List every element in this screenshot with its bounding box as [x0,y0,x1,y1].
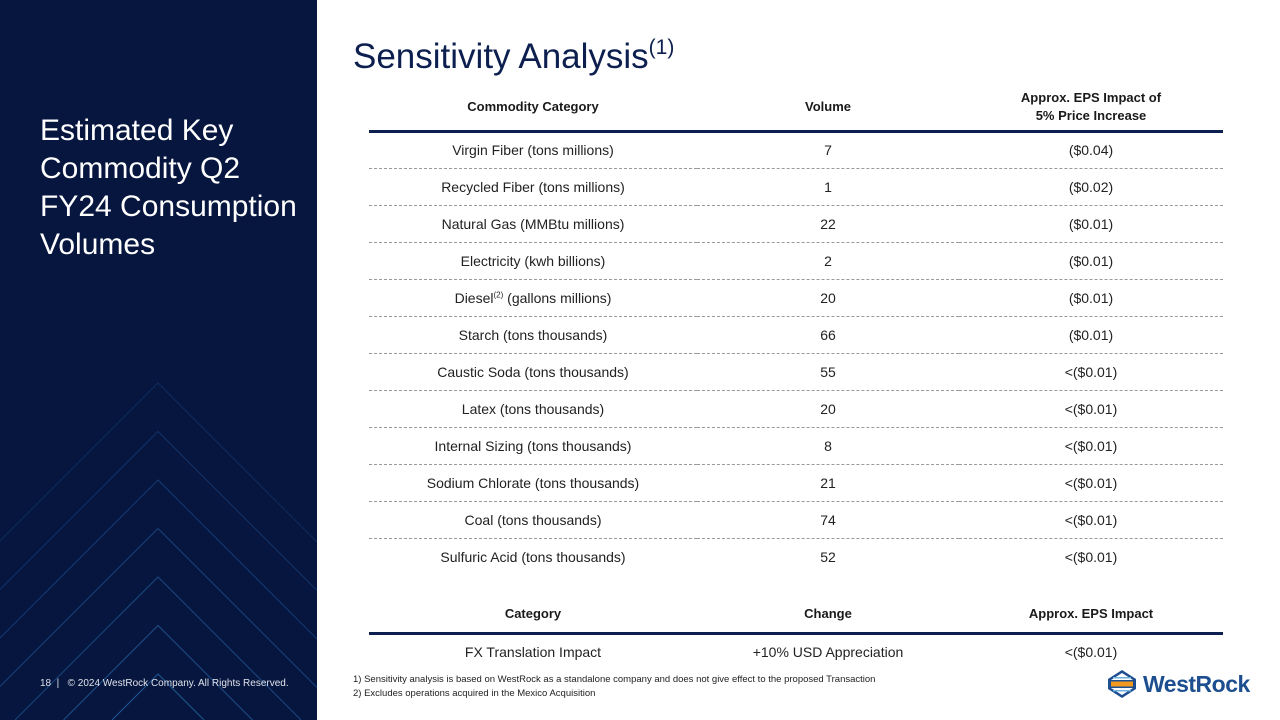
table-row: Natural Gas (MMBtu millions) 22 ($0.01) [369,205,1223,243]
table-row: Latex (tons thousands) 20 <($0.01) [369,390,1223,428]
footer: 18 | © 2024 WestRock Company. All Rights… [40,678,289,689]
table-row: Caustic Soda (tons thousands) 55 <($0.01) [369,353,1223,391]
logo-mark-icon [1108,670,1136,698]
category-suffix: (gallons millions) [503,289,612,306]
cell-volume: 21 [697,464,959,502]
category-text: Internal Sizing (tons thousands) [434,437,632,454]
cell-category: Caustic Soda (tons thousands) [369,353,697,391]
cell-category: FX Translation Impact [464,644,602,661]
table-row: Sulfuric Acid (tons thousands) 52 <($0.01) [369,538,1223,575]
category-text: Diesel [454,289,494,306]
table-row: Electricity (kwh billions) 2 ($0.01) [369,242,1223,280]
cell-impact: <($0.01) [1064,644,1118,661]
cell-volume: 22 [697,205,959,243]
cell-impact: <($0.01) [959,501,1223,539]
chevron-line [63,624,253,720]
cell-category: Recycled Fiber (tons millions) [369,168,697,206]
cell-category: Coal (tons thousands) [369,501,697,539]
cell-category: Internal Sizing (tons thousands) [369,427,697,465]
table-row: Diesel(2) (gallons millions) 20 ($0.01) [369,279,1223,317]
section-title: Estimated Key Commodity Q2 FY24 Consumpt… [40,114,297,261]
category-text: Sodium Chlorate (tons thousands) [426,474,640,491]
table-row: Sodium Chlorate (tons thousands) 21 <($0.0… [369,464,1223,502]
sidebar-panel: Estimated Key Commodity Q2 FY24 Consumpt… [0,0,317,720]
logo-text: WestRock [1143,670,1250,697]
header-line: Approx. EPS Impact of [1020,89,1162,105]
cell-category: Sulfuric Acid (tons thousands) [369,538,697,575]
cell-category: Starch (tons thousands) [369,316,697,354]
col-header-category: Commodity Category [369,84,697,133]
cell-volume: 7 [697,131,959,169]
cell-impact: ($0.01) [959,279,1223,317]
category-text: Coal (tons thousands) [464,511,602,528]
footnote: 2) Excludes operations acquired in the M… [353,688,596,699]
category-text: Natural Gas (MMBtu millions) [441,215,625,232]
col-header-change: Change [697,596,959,635]
cell-change: +10% USD Appreciation [752,644,904,661]
col-header-category: Category [369,596,697,635]
cell-category: Natural Gas (MMBtu millions) [369,205,697,243]
footnote-ref: (2) [493,289,504,299]
footnote: 1) Sensitivity analysis is based on West… [353,674,876,685]
copyright: © 2024 WestRock Company. All Rights Rese… [67,678,289,689]
chevron-pattern [0,382,317,720]
cell-volume: 52 [820,548,836,565]
category-text: Starch (tons thousands) [458,326,608,343]
chevron-line [14,576,302,720]
chevron-line [0,479,317,640]
cell-impact: ($0.01) [959,316,1223,354]
table-row: Recycled Fiber (tons millions) 1 ($0.02) [369,168,1223,206]
col-header-eps-impact: Approx. EPS Impact of 5% Price Increase [959,84,1223,133]
commodity-table: Commodity Category Volume Approx. EPS Im… [369,84,1223,575]
fx-table: Category Change Approx. EPS Impact FX Tr… [369,596,1223,670]
cell-impact: <($0.01) [959,390,1223,428]
col-header-volume: Volume [697,84,959,133]
chevron-line [111,673,205,720]
table-row: FX Translation Impact +10% USD Appreciat… [369,633,1223,670]
table-row: Virgin Fiber (tons millions) 7 ($0.04) [369,131,1223,169]
cell-volume: 8 [697,427,959,465]
cell-category: Sodium Chlorate (tons thousands) [369,464,697,502]
table-row: Starch (tons thousands) 66 ($0.01) [369,316,1223,354]
cell-category: Diesel(2) (gallons millions) [369,279,697,317]
cell-impact: ($0.02) [959,168,1223,206]
cell-volume: 55 [697,353,959,391]
category-text: Recycled Fiber (tons millions) [441,178,625,195]
title-text: Sensitivity Analysis [353,37,649,76]
page-title: Sensitivity Analysis(1) [353,36,674,77]
cell-category: Electricity (kwh billions) [369,242,697,280]
cell-volume: 74 [697,501,959,539]
cell-impact: <($0.01) [959,464,1223,502]
cell-volume: 20 [697,279,959,317]
cell-volume: 2 [697,242,959,280]
category-text: Electricity (kwh billions) [460,252,606,269]
cell-volume: 20 [697,390,959,428]
table-row: Coal (tons thousands) 74 <($0.01) [369,501,1223,539]
cell-volume: 1 [697,168,959,206]
cell-volume: 66 [697,316,959,354]
cell-impact: <($0.01) [1064,548,1118,565]
category-text: Latex (tons thousands) [461,400,605,417]
cell-impact: ($0.04) [959,131,1223,169]
cell-impact: <($0.01) [959,353,1223,391]
category-text: Caustic Soda (tons thousands) [437,363,629,380]
table-row: Internal Sizing (tons thousands) 8 <($0.01… [369,427,1223,465]
cell-impact: ($0.01) [959,205,1223,243]
chevron-line [0,430,317,591]
page-number: 18 [40,678,52,689]
westrock-logo: WestRock [1107,669,1250,699]
title-footnote-ref: (1) [648,36,675,59]
cell-category: Virgin Fiber (tons millions) [369,131,697,169]
category-text: Sulfuric Acid (tons thousands) [440,548,626,565]
header-line: 5% Price Increase [1035,107,1147,123]
chevron-line [0,382,317,543]
footnotes: 1) Sensitivity analysis is based on West… [353,673,875,701]
category-text: Virgin Fiber (tons millions) [452,142,614,158]
cell-category: Latex (tons thousands) [369,390,697,428]
cell-impact: ($0.01) [959,242,1223,280]
col-header-eps-impact: Approx. EPS Impact [959,596,1223,635]
chevron-line [0,527,317,688]
cell-impact: <($0.01) [959,427,1223,465]
